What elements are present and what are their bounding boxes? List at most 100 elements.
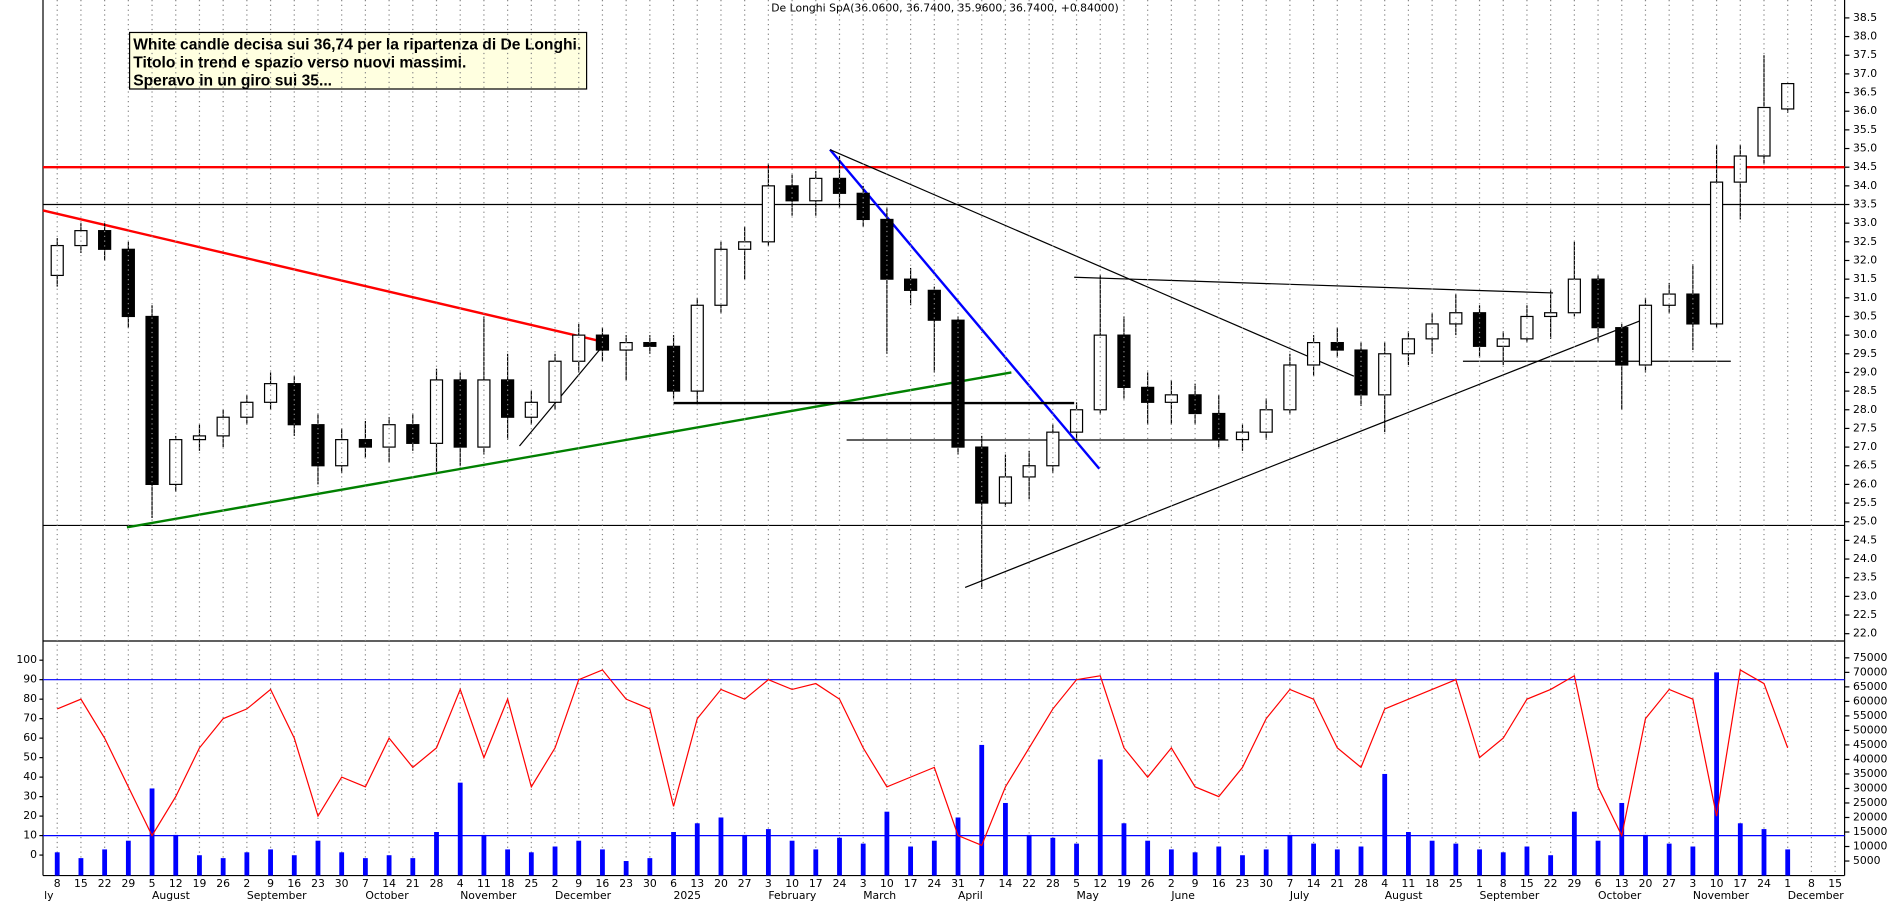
y-tick-label: 29.0 bbox=[1853, 365, 1877, 378]
volume-bar bbox=[173, 834, 179, 876]
volume-bar bbox=[718, 817, 724, 876]
x-tick-label: 12 bbox=[1093, 877, 1107, 890]
x-tick-label: 11 bbox=[1402, 877, 1416, 890]
volume-bar bbox=[671, 832, 676, 876]
volume-bar bbox=[291, 855, 297, 876]
x-tick-label: 21 bbox=[1330, 877, 1344, 890]
y2-tick-label: 30000 bbox=[1853, 781, 1888, 794]
volume-bar bbox=[457, 782, 463, 876]
x-tick-label: 31 bbox=[951, 877, 965, 890]
y-tick-label: 28.0 bbox=[1853, 403, 1877, 416]
x-tick-label: 22 bbox=[1022, 877, 1036, 890]
x-tick-label: 3 bbox=[765, 877, 772, 890]
x-tick-label: 29 bbox=[1567, 877, 1581, 890]
y2-tick-label: 25000 bbox=[1853, 796, 1888, 809]
x-tick-label: 27 bbox=[1662, 877, 1676, 890]
y-tick-label: 30 bbox=[23, 790, 37, 803]
x-tick-label: 24 bbox=[1757, 877, 1771, 890]
annotation: Titolo in trend e spazio verso nuovi mas… bbox=[133, 54, 466, 71]
volume-bar bbox=[102, 849, 108, 876]
y-tick-label: 26.5 bbox=[1853, 459, 1877, 472]
trend-line bbox=[42, 209, 606, 344]
x-tick-label: 7 bbox=[1286, 877, 1293, 890]
x-tick-label: 27 bbox=[738, 877, 752, 890]
y2-tick-label: 55000 bbox=[1853, 709, 1888, 722]
y2-tick-label: 75000 bbox=[1853, 651, 1888, 664]
volume-bar bbox=[1524, 846, 1530, 876]
volume-bar bbox=[1406, 832, 1411, 876]
y-tick-label: 23.0 bbox=[1853, 589, 1877, 602]
y-tick-label: 25.0 bbox=[1853, 515, 1877, 528]
volume-bar bbox=[197, 855, 202, 876]
month-label: February bbox=[768, 889, 817, 902]
volume-bar bbox=[1240, 855, 1245, 876]
volume-bar bbox=[54, 852, 60, 876]
month-label: May bbox=[1077, 889, 1100, 902]
x-tick-label: 17 bbox=[1733, 877, 1747, 890]
x-tick-label: 24 bbox=[927, 877, 941, 890]
volume-bar bbox=[1287, 834, 1293, 876]
candle-body bbox=[501, 379, 515, 418]
y-tick-label: 24.0 bbox=[1853, 552, 1877, 565]
candle-body bbox=[951, 319, 965, 448]
rsi-line bbox=[56, 668, 1789, 847]
annotation: Speravo in un giro sui 35... bbox=[133, 72, 332, 89]
volume-bar bbox=[1121, 823, 1127, 876]
volume-bar bbox=[1477, 849, 1482, 876]
x-tick-label: 24 bbox=[833, 877, 847, 890]
x-tick-label: 16 bbox=[287, 877, 301, 890]
x-tick-label: 5 bbox=[149, 877, 156, 890]
y-tick-label: 30.0 bbox=[1853, 328, 1877, 341]
x-tick-label: 20 bbox=[1639, 877, 1653, 890]
candle-body bbox=[263, 383, 278, 403]
x-tick-label: 23 bbox=[619, 877, 633, 890]
x-tick-label: 30 bbox=[1259, 877, 1273, 890]
volume-bar bbox=[315, 840, 321, 876]
y2-tick-label: 45000 bbox=[1853, 738, 1888, 751]
volume-bar bbox=[1192, 852, 1198, 876]
month-label: September bbox=[247, 889, 307, 902]
x-tick-label: 11 bbox=[477, 877, 491, 890]
x-tick-label: 7 bbox=[362, 877, 369, 890]
x-tick-label: 23 bbox=[311, 877, 325, 890]
x-tick-label: 21 bbox=[406, 877, 420, 890]
candle-body bbox=[1164, 394, 1178, 403]
x-tick-label: 29 bbox=[121, 877, 135, 890]
x-tick-label: 14 bbox=[382, 877, 396, 890]
volume-bar bbox=[979, 744, 985, 876]
y-tick-label: 29.5 bbox=[1853, 347, 1877, 360]
volume-bar bbox=[78, 858, 84, 876]
volume-bar bbox=[1429, 840, 1435, 876]
volume-bar bbox=[742, 834, 748, 876]
x-tick-label: 13 bbox=[690, 877, 704, 890]
x-tick-label: 25 bbox=[1449, 877, 1463, 890]
trend-line bbox=[964, 316, 1651, 588]
volume-bar bbox=[931, 840, 937, 876]
x-tick-label: 6 bbox=[1595, 877, 1602, 890]
volume-bar bbox=[1595, 840, 1601, 876]
x-tick-label: 10 bbox=[880, 877, 894, 890]
y-tick-label: 23.5 bbox=[1853, 571, 1877, 584]
volume-bar bbox=[1785, 849, 1791, 876]
y-tick-label: 31.5 bbox=[1853, 272, 1877, 285]
candle-body bbox=[1615, 327, 1629, 366]
y-tick-label: 34.0 bbox=[1853, 179, 1877, 192]
volume-bar bbox=[149, 788, 155, 876]
volume-bar bbox=[1571, 811, 1577, 876]
month-label: November bbox=[460, 889, 517, 902]
candle-body bbox=[477, 379, 491, 448]
x-tick-label: 17 bbox=[904, 877, 918, 890]
candle-body bbox=[1401, 338, 1416, 355]
x-tick-label: 14 bbox=[999, 877, 1013, 890]
x-tick-label: 26 bbox=[1141, 877, 1155, 890]
volume-bar bbox=[244, 852, 250, 876]
y-tick-label: 100 bbox=[16, 653, 37, 666]
volume-bar bbox=[268, 849, 273, 876]
x-tick-label: 19 bbox=[1117, 877, 1131, 890]
candle-body bbox=[1283, 364, 1297, 411]
x-tick-label: 16 bbox=[596, 877, 610, 890]
y-tick-label: 35.0 bbox=[1853, 142, 1877, 155]
candle-body bbox=[975, 446, 989, 504]
y2-tick-label: 40000 bbox=[1853, 752, 1888, 765]
